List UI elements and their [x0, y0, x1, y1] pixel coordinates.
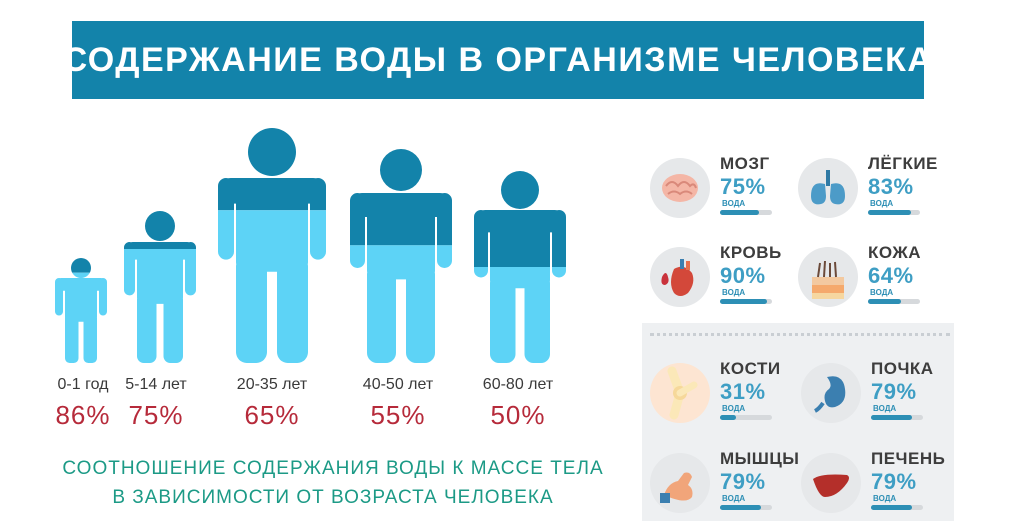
figure-dry-part — [55, 258, 107, 273]
age-label-1: 5-14 лет — [125, 376, 187, 393]
figure-dry-part — [350, 149, 452, 246]
heart-blood-icon — [650, 247, 710, 307]
organ-value: 79% — [720, 469, 766, 494]
organ-value: 90% — [720, 263, 766, 288]
skin-icon — [798, 247, 858, 307]
organ-value: 83% — [868, 174, 914, 199]
organ-name: КОЖА — [868, 243, 922, 262]
water-bar — [871, 415, 923, 420]
water-bar-fill — [720, 415, 737, 420]
age-label-3: 40-50 лет — [362, 376, 434, 393]
organ-name: КРОВЬ — [720, 243, 782, 262]
water-label: ВОДА — [870, 199, 894, 208]
organ-value: 64% — [868, 263, 914, 288]
human-figure-3 — [350, 149, 452, 363]
organ-name: ЛЁГКИЕ — [868, 154, 938, 173]
organ-value: 31% — [720, 379, 766, 404]
organ-lungs: ЛЁГКИЕ 83% ВОДА — [798, 154, 948, 224]
water-bar-fill — [720, 505, 762, 510]
figure-dry-part — [474, 171, 566, 267]
water-bar — [720, 415, 772, 420]
age-figures — [55, 128, 566, 364]
organ-name: КОСТИ — [720, 359, 781, 378]
figure-water-part — [218, 210, 326, 363]
organ-value: 79% — [871, 379, 917, 404]
organ-name: МЫШЦЫ — [720, 449, 800, 468]
water-label: ВОДА — [873, 404, 897, 413]
figure-water-part — [350, 245, 452, 363]
figure-dry-part — [124, 211, 196, 249]
dotted-divider — [650, 333, 950, 336]
water-bar — [871, 505, 923, 510]
caption-line-1: СООТНОШЕНИЕ СОДЕРЖАНИЯ ВОДЫ К МАССЕ ТЕЛА — [62, 458, 604, 479]
water-label: ВОДА — [870, 288, 894, 297]
kidney-icon — [801, 363, 861, 423]
water-bar — [720, 299, 772, 304]
age-label-2: 20-35 лет — [236, 376, 308, 393]
human-figure-0 — [55, 258, 107, 363]
water-bar-fill — [868, 299, 902, 304]
water-label: ВОДА — [722, 288, 746, 297]
muscle-icon — [650, 453, 710, 513]
water-bar — [720, 505, 772, 510]
water-bar-fill — [868, 210, 912, 215]
water-label: ВОДА — [722, 494, 746, 503]
organ-name: МОЗГ — [720, 154, 770, 173]
organ-skin: КОЖА 64% ВОДА — [798, 243, 948, 313]
organ-liver: ПЕЧЕНЬ 79% ВОДА — [801, 449, 951, 519]
age-percent-0: 86% — [55, 400, 111, 430]
organ-muscles: МЫШЦЫ 79% ВОДА — [650, 449, 800, 519]
water-bar-fill — [720, 210, 759, 215]
human-figure-2 — [218, 128, 326, 363]
water-label: ВОДА — [873, 494, 897, 503]
organ-kidney: ПОЧКА 79% ВОДА — [801, 359, 951, 429]
water-bar — [868, 299, 920, 304]
organ-name: ПЕЧЕНЬ — [871, 449, 946, 468]
caption-line-2: В ЗАВИСИМОСТИ ОТ ВОЗРАСТА ЧЕЛОВЕКА — [112, 487, 554, 508]
age-percent-1: 75% — [128, 400, 184, 430]
brain-icon — [650, 158, 710, 218]
organ-value: 79% — [871, 469, 917, 494]
human-figure-1 — [124, 211, 196, 364]
organ-value: 75% — [720, 174, 766, 199]
water-bar — [868, 210, 920, 215]
organ-bones: КОСТИ 31% ВОДА — [650, 359, 800, 429]
water-bar-fill — [720, 299, 767, 304]
page-title: СОДЕРЖАНИЕ ВОДЫ В ОРГАНИЗМЕ ЧЕЛОВЕКА — [62, 40, 934, 79]
figure-dry-part — [218, 128, 326, 211]
water-bar-fill — [871, 415, 913, 420]
water-bar-fill — [871, 505, 913, 510]
liver-icon — [801, 453, 861, 513]
human-figure-4 — [474, 171, 566, 363]
water-bar — [720, 210, 772, 215]
organ-name: ПОЧКА — [871, 359, 934, 378]
age-label-4: 60-80 лет — [482, 376, 554, 393]
figure-water-part — [55, 272, 107, 363]
age-label-0: 0-1 год — [57, 376, 109, 393]
title-banner: СОДЕРЖАНИЕ ВОДЫ В ОРГАНИЗМЕ ЧЕЛОВЕКА — [63, 21, 932, 99]
figure-water-part — [474, 267, 566, 363]
lungs-icon — [798, 158, 858, 218]
age-percent-2: 65% — [244, 400, 300, 430]
age-percent-4: 50% — [490, 400, 546, 430]
organ-blood: КРОВЬ 90% ВОДА — [650, 243, 800, 313]
water-label: ВОДА — [722, 404, 746, 413]
bones-icon — [650, 363, 710, 423]
water-label: ВОДА — [722, 199, 746, 208]
figure-water-part — [124, 249, 196, 364]
age-percent-3: 55% — [370, 400, 426, 430]
organ-brain: МОЗГ 75% ВОДА — [650, 154, 800, 224]
